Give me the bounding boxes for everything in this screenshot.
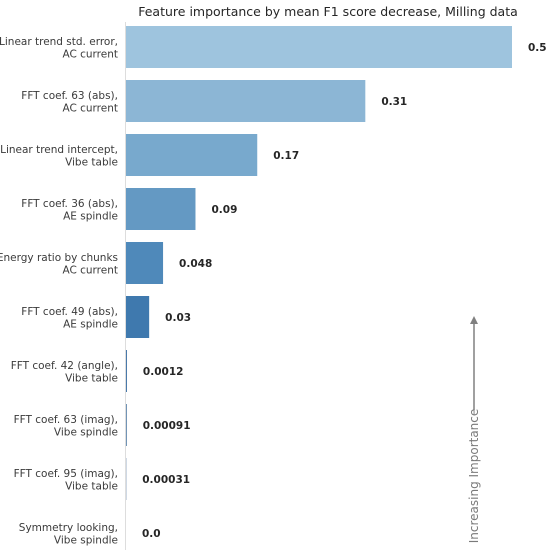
category-label: FFT coef. 95 (imag), Vibe table <box>14 468 118 493</box>
category-label: Energy ratio by chunks AC current <box>0 252 118 277</box>
category-label-line: Linear trend std. error, <box>0 36 118 48</box>
category-label-line: FFT coef. 36 (abs), <box>21 198 118 210</box>
category-label-line: Symmetry looking, <box>19 522 118 534</box>
category-label-line: Vibe table <box>65 481 118 493</box>
category-label-line: FFT coef. 49 (abs), <box>21 306 118 318</box>
category-label-line: AC current <box>62 103 118 115</box>
chart-title: Feature importance by mean F1 score decr… <box>138 4 518 19</box>
value-label: 0.048 <box>179 258 212 270</box>
category-label-line: AE spindle <box>63 211 118 223</box>
bar <box>126 134 258 176</box>
category-label: Linear trend std. error, AC current <box>0 36 118 61</box>
category-label-line: Vibe spindle <box>54 427 118 439</box>
bar <box>126 350 127 392</box>
category-label: FFT coef. 36 (abs), AE spindle <box>21 198 118 223</box>
bar <box>126 296 150 338</box>
value-label: 0.5 <box>528 42 547 54</box>
category-label-line: FFT coef. 95 (imag), <box>14 468 118 480</box>
value-label: 0.00031 <box>142 474 190 486</box>
arrow-up-icon <box>470 316 478 324</box>
category-label: FFT coef. 49 (abs), AE spindle <box>21 306 118 331</box>
value-label: 0.17 <box>273 150 299 162</box>
category-label-line: Vibe table <box>65 157 118 169</box>
bar <box>126 404 127 446</box>
bar <box>126 242 164 284</box>
value-label: 0.09 <box>211 204 237 216</box>
category-label-line: FFT coef. 42 (angle), <box>11 360 118 372</box>
category-label-line: Vibe table <box>65 373 118 385</box>
bar <box>126 26 512 68</box>
category-label: FFT coef. 63 (abs), AC current <box>21 90 118 115</box>
value-label: 0.31 <box>381 96 407 108</box>
category-label-line: FFT coef. 63 (imag), <box>14 414 118 426</box>
category-label: FFT coef. 42 (angle), Vibe table <box>11 360 118 385</box>
category-label-line: Linear trend intercept, <box>0 144 118 156</box>
bars-layer: Linear trend std. error, AC current0.5FFT… <box>0 26 547 547</box>
category-label-line: FFT coef. 63 (abs), <box>21 90 118 102</box>
category-label-line: AE spindle <box>63 319 118 331</box>
category-label-line: AC current <box>62 265 118 277</box>
bar <box>126 188 196 230</box>
value-label: 0.00091 <box>143 420 191 432</box>
category-label-line: Vibe spindle <box>54 535 118 547</box>
annotation-text: Increasing Importance <box>467 409 481 544</box>
category-label-line: Energy ratio by chunks <box>0 252 118 264</box>
category-label-line: AC current <box>62 49 118 61</box>
bar <box>126 80 366 122</box>
category-label: Linear trend intercept, Vibe table <box>0 144 118 169</box>
value-label: 0.0 <box>142 528 161 540</box>
value-label: 0.0012 <box>143 366 184 378</box>
category-label: Symmetry looking, Vibe spindle <box>19 522 118 547</box>
category-label: FFT coef. 63 (imag), Vibe spindle <box>14 414 118 439</box>
value-label: 0.03 <box>165 312 191 324</box>
importance-annotation: Increasing Importance <box>467 316 481 543</box>
